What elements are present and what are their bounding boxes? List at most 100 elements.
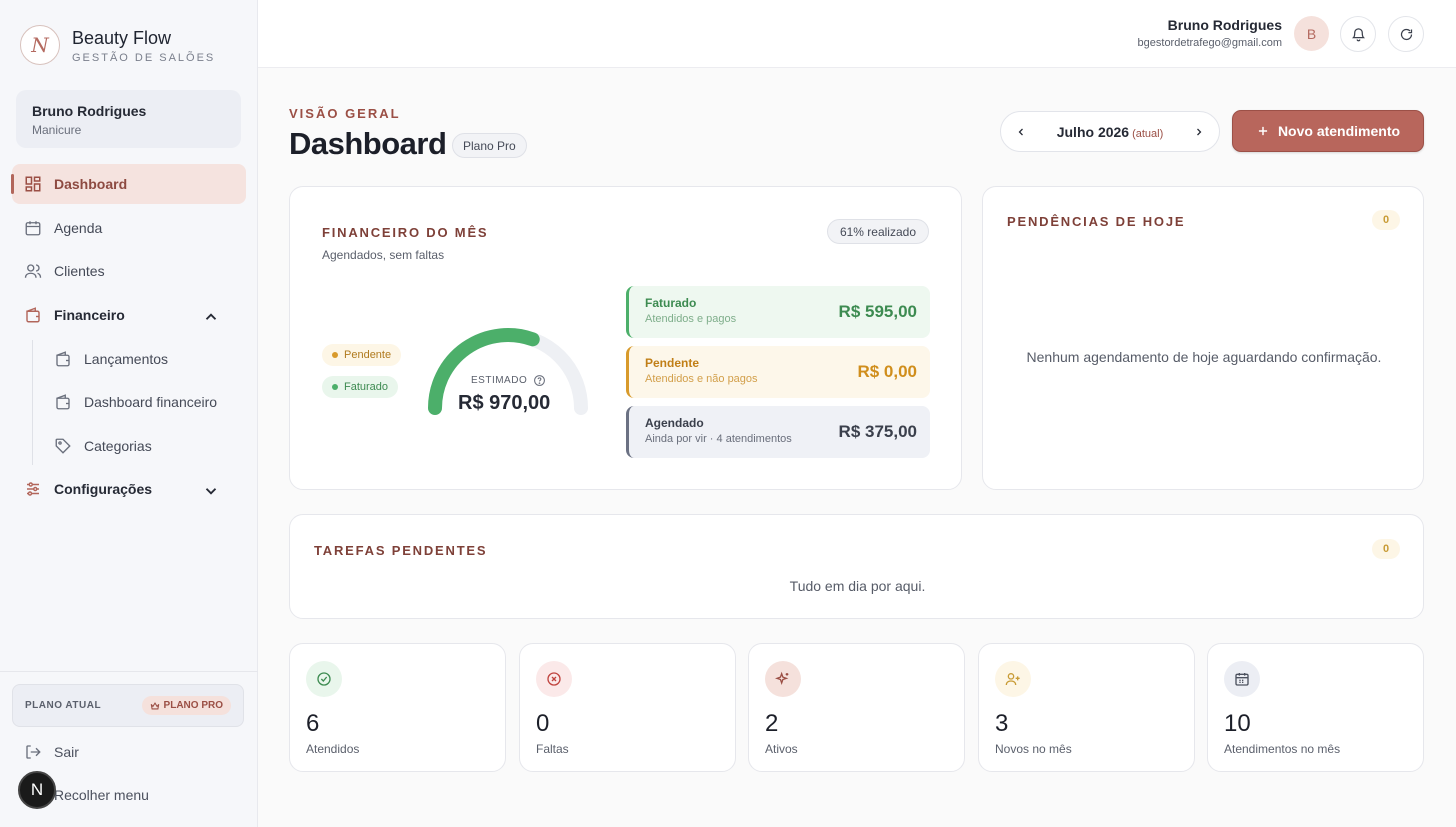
- plan-badge-label: PLANO PRO: [163, 700, 223, 711]
- gauge-label: ESTIMADO: [471, 374, 546, 387]
- avatar[interactable]: B: [1294, 16, 1329, 51]
- month-note: (atual): [1132, 127, 1164, 140]
- sidebar-item-label: Categorias: [84, 438, 152, 454]
- kpi-value: 0: [536, 710, 550, 737]
- kpi-label: Atendidos: [306, 742, 360, 756]
- header-user[interactable]: Bruno Rodrigues bgestordetrafego@gmail.c…: [1138, 17, 1282, 49]
- plan-badge: PLANO PRO: [141, 696, 231, 715]
- x-circle-icon: [547, 672, 561, 686]
- assistant-fab[interactable]: N: [18, 771, 56, 809]
- billed-title: Faturado: [645, 296, 697, 310]
- logout-label: Sair: [54, 744, 79, 760]
- logout-icon: [26, 745, 41, 759]
- scheduled-value: R$ 375,00: [838, 422, 917, 441]
- tasks-card: TAREFAS PENDENTES 0 Tudo em dia por aqui…: [289, 514, 1424, 619]
- gauge-label-text: ESTIMADO: [471, 375, 528, 386]
- sidebar-item-dashboard-financeiro[interactable]: Dashboard financeiro: [42, 382, 246, 422]
- users-icon: [24, 264, 42, 278]
- tasks-count: 0: [1372, 539, 1400, 559]
- sidebar-item-financeiro[interactable]: Financeiro: [12, 295, 246, 335]
- calendar-icon: [25, 221, 41, 236]
- notifications-button[interactable]: [1340, 16, 1376, 52]
- sidebar-item-lancamentos[interactable]: Lançamentos: [42, 339, 246, 379]
- finance-gauge: [428, 328, 588, 415]
- kpi-card-atendimentos-mes[interactable]: 10 Atendimentos no mês: [1207, 643, 1424, 772]
- bell-icon: [1351, 27, 1365, 41]
- sidebar-item-agenda[interactable]: Agenda: [12, 208, 246, 248]
- pending-title: Pendente: [645, 356, 700, 370]
- brand-subtitle: GESTÃO DE SALÕES: [72, 51, 216, 64]
- sidebar-item-label: Clientes: [54, 263, 105, 279]
- scheduled-sub: Ainda por vir · 4 atendimentos: [645, 433, 792, 445]
- today-pending-title: PENDÊNCIAS DE HOJE: [1007, 214, 1186, 229]
- today-pending-count: 0: [1372, 210, 1400, 230]
- pending-row: Pendente Atendidos e não pagos R$ 0,00: [626, 346, 930, 398]
- chevron-left-icon[interactable]: [1015, 126, 1027, 138]
- brand[interactable]: N Beauty Flow GESTÃO DE SALÕES: [20, 25, 215, 65]
- brand-logo: N: [20, 25, 60, 65]
- kpi-card-atendidos[interactable]: 6 Atendidos: [289, 643, 506, 772]
- kpi-label: Faltas: [536, 742, 569, 756]
- page-eyebrow: VISÃO GERAL: [289, 106, 401, 121]
- sidebar-item-label: Configurações: [54, 481, 153, 497]
- sidebar-user-card[interactable]: Bruno Rodrigues Manicure: [16, 90, 241, 148]
- finance-title: FINANCEIRO DO MÊS: [322, 225, 489, 240]
- kpi-value: 2: [765, 710, 779, 737]
- kpi-value: 10: [1224, 710, 1251, 737]
- header-user-email: bgestordetrafego@gmail.com: [1137, 37, 1282, 49]
- refresh-icon: [1400, 28, 1412, 40]
- legend-billed: Faturado: [322, 376, 399, 398]
- progress-badge: 61% realizado: [826, 219, 929, 244]
- gauge-fill: [428, 328, 540, 415]
- logout-button[interactable]: Sair: [24, 743, 79, 761]
- sidebar-divider: [0, 671, 258, 672]
- sidebar-item-categorias[interactable]: Categorias: [42, 426, 246, 466]
- month-label[interactable]: Julho 2026 (atual): [1057, 124, 1164, 140]
- gauge-value: R$ 970,00: [458, 392, 551, 414]
- kpi-label: Ativos: [765, 742, 798, 756]
- sidebar-user-role: Manicure: [32, 123, 82, 137]
- wallet-icon: [26, 307, 40, 323]
- kpi-card-novos[interactable]: 3 Novos no mês: [978, 643, 1195, 772]
- help-icon[interactable]: [533, 374, 546, 387]
- kpi-card-ativos[interactable]: 2 Ativos: [748, 643, 965, 772]
- kpi-value: 3: [995, 710, 1009, 737]
- calendar-icon: [1235, 673, 1249, 686]
- current-plan-label: PLANO ATUAL: [25, 700, 102, 711]
- collapse-menu-label: Recolher menu: [54, 787, 149, 803]
- new-appointment-button[interactable]: Novo atendimento: [1232, 110, 1424, 152]
- billed-value: R$ 595,00: [838, 302, 917, 321]
- page-title: Dashboard: [289, 126, 447, 161]
- top-bar: [258, 0, 1456, 68]
- sidebar: N Beauty Flow GESTÃO DE SALÕES Bruno Rod…: [0, 0, 258, 827]
- sidebar-item-dashboard[interactable]: Dashboard: [11, 164, 246, 204]
- sidebar-item-clientes[interactable]: Clientes: [12, 251, 246, 291]
- chevron-up-icon: [205, 313, 217, 320]
- kpi-card-faltas[interactable]: 0 Faltas: [519, 643, 736, 772]
- sidebar-item-label: Agenda: [54, 220, 103, 236]
- kpi-icon-bg: [536, 661, 572, 697]
- chevron-right-icon[interactable]: [1193, 126, 1205, 138]
- pending-sub: Atendidos e não pagos: [645, 373, 758, 385]
- check-circle-icon: [317, 672, 331, 686]
- header-user-name: Bruno Rodrigues: [1167, 17, 1282, 33]
- tasks-title: TAREFAS PENDENTES: [314, 543, 488, 558]
- today-pending-card: PENDÊNCIAS DE HOJE 0 Nenhum agendamento …: [982, 186, 1424, 490]
- kpi-label: Atendimentos no mês: [1224, 742, 1341, 756]
- sidebar-user-name: Bruno Rodrigues: [32, 103, 147, 119]
- chevron-down-icon: [205, 488, 217, 495]
- refresh-button[interactable]: [1388, 16, 1424, 52]
- sidebar-item-label: Financeiro: [54, 307, 125, 323]
- brand-name: Beauty Flow: [72, 27, 172, 48]
- user-plus-icon: [1005, 673, 1020, 686]
- sidebar-item-label: Dashboard financeiro: [84, 394, 218, 410]
- kpi-value: 6: [306, 710, 320, 737]
- tasks-empty-message: Tudo em dia por aqui.: [789, 578, 926, 594]
- pending-value: R$ 0,00: [857, 362, 917, 381]
- current-plan-box[interactable]: PLANO ATUAL PLANO PRO: [12, 684, 244, 727]
- sidebar-item-configuracoes[interactable]: Configurações: [12, 469, 246, 509]
- wallet-icon: [56, 351, 70, 367]
- submenu-guide-line: [32, 340, 33, 465]
- kpi-icon-bg: [765, 661, 801, 697]
- billed-sub: Atendidos e pagos: [645, 313, 737, 325]
